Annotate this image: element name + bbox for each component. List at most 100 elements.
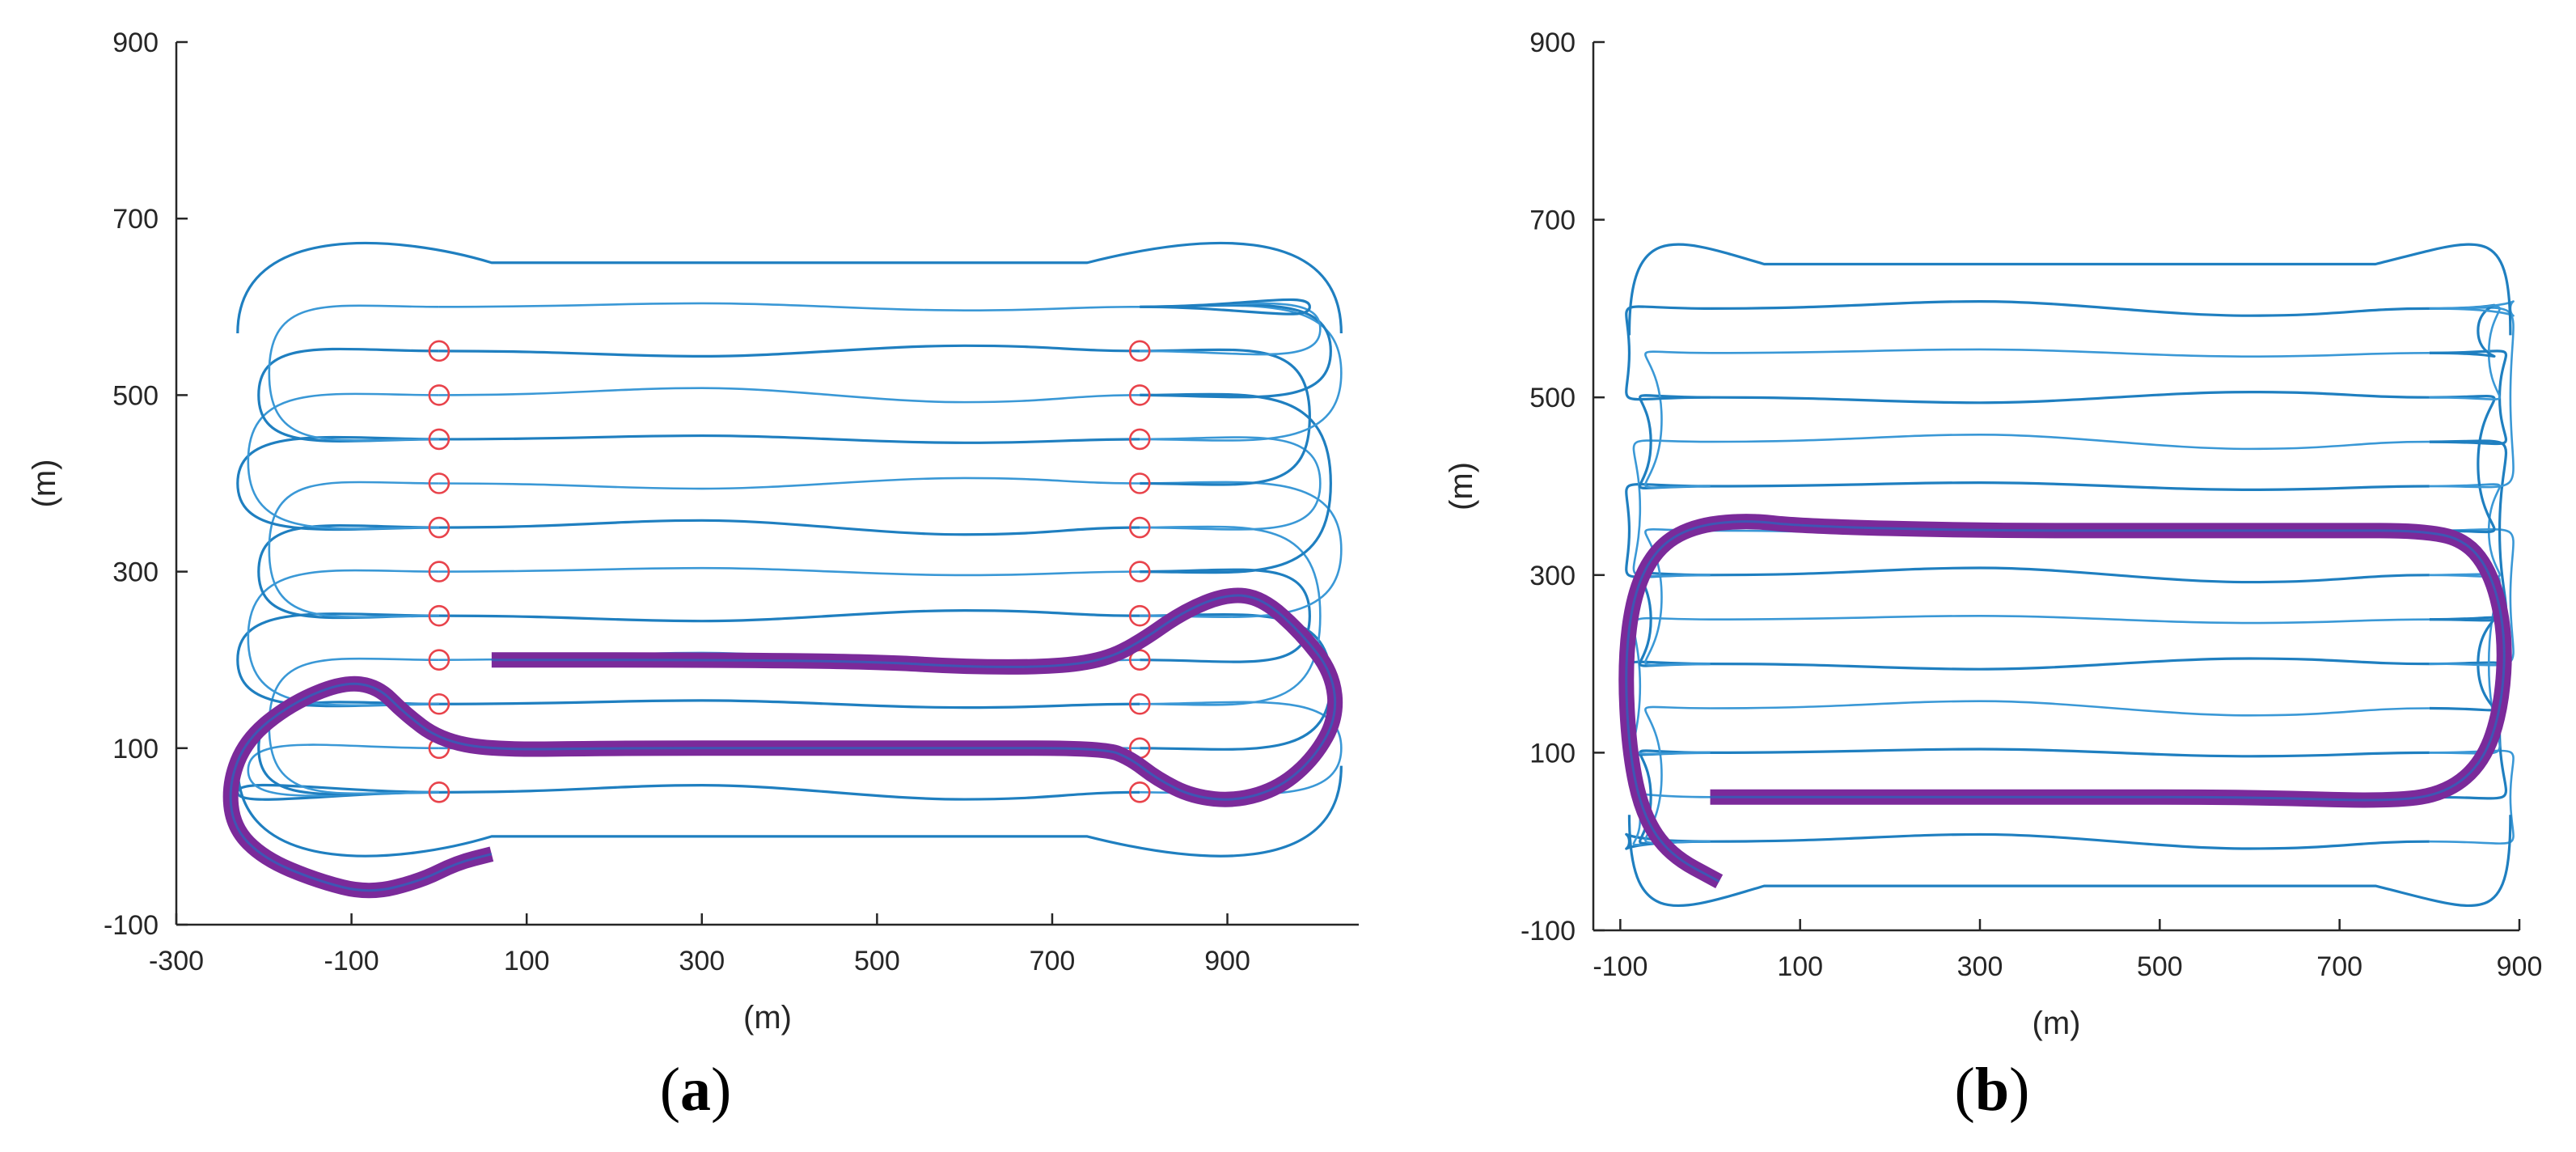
panel-b-envelope-bottom xyxy=(1627,815,2512,908)
panel-b-turn-loop-left xyxy=(1625,305,1711,401)
panel-b-survey-line xyxy=(1710,700,2430,717)
panel-a-waypoint-marker xyxy=(428,428,450,451)
panel-a-survey-line xyxy=(438,302,1140,311)
panel-a-survey-line xyxy=(438,519,1140,536)
panel-b-turn-loop-right xyxy=(2429,307,2515,489)
panel-a-survey-line xyxy=(438,784,1140,801)
panel-b-y-tick-label: 500 xyxy=(1529,383,1576,413)
panel-b-turn-loop-left xyxy=(1644,705,1711,845)
panel-b-turn-loop-right xyxy=(2429,439,2507,622)
panel-a-survey-line xyxy=(438,387,1140,404)
panel-a-waypoint-marker xyxy=(1128,384,1151,406)
panel-a-turn-loop-left xyxy=(268,481,439,619)
panel-a-turn-loop-right xyxy=(1140,481,1343,619)
panel-a-plot: -100 100 300 500 700 900 -300 -100 100 300 500 700 9… xyxy=(27,28,1359,1036)
panel-a-waypoint-marker xyxy=(428,649,450,671)
panel-b-y-label: (m) xyxy=(1444,462,1479,510)
panel-a-envelope-top xyxy=(236,241,1343,334)
panel-b-survey-line xyxy=(1710,615,2430,625)
panel-a-turn-loop-right xyxy=(1140,568,1311,663)
panel-a-survey-line xyxy=(438,609,1140,623)
panel-a-x-tick-label: 300 xyxy=(679,946,725,976)
panel-a-y-tick-label: 500 xyxy=(112,380,159,411)
panel-a-y-tick-label: 900 xyxy=(112,28,159,58)
panel-b-caption-letter: b xyxy=(1975,1056,2009,1124)
panel-b-turn-loop-right xyxy=(2429,749,2515,845)
panel-a-turn-loop-right xyxy=(1140,392,1332,574)
panel-a-waypoint-marker xyxy=(1128,428,1151,451)
panel-a-survey-line xyxy=(438,699,1140,709)
panel-b-survey-line xyxy=(1710,391,2430,404)
panel-a-x-label: (m) xyxy=(743,1000,792,1036)
panel-a-x-tick-label: -100 xyxy=(324,946,379,976)
panel-b-turn-loop-right xyxy=(2429,528,2515,667)
panel-b-x-tick-label: 300 xyxy=(1957,951,2003,982)
panel-a-waypoint-marker xyxy=(1128,692,1151,715)
panel-b-caption: (b) xyxy=(1955,1056,2030,1124)
panel-b-x-tick-label: -100 xyxy=(1593,951,1648,982)
panel-a-waypoint-marker xyxy=(428,340,450,362)
panel-b-survey-line xyxy=(1710,566,2430,584)
panel-a-turn-loop-left xyxy=(268,304,439,442)
panel-a-waypoint-marker xyxy=(1128,340,1151,362)
panel-a-waypoint-marker xyxy=(428,692,450,715)
panel-a-x-tick-label: 100 xyxy=(504,946,550,976)
panel-b-envelope-top xyxy=(1627,243,2512,336)
panel-a-turn-loop-left xyxy=(247,392,439,530)
panel-b-x-label: (m) xyxy=(2032,1006,2081,1041)
panel-a-x-tick-label: 500 xyxy=(854,946,900,976)
panel-b-x-tick-label: 700 xyxy=(2316,951,2362,982)
panel-a-waypoint-marker xyxy=(428,472,450,494)
panel-a-waypoint-marker xyxy=(1128,472,1151,494)
panel-a-turn-loop-right xyxy=(1140,525,1322,706)
panel-a-survey-line xyxy=(438,434,1140,444)
panel-a-highlighted-trajectory xyxy=(222,587,1343,899)
panel-b-y-tick-label: 100 xyxy=(1529,738,1576,769)
panel-b-turn-loop-right xyxy=(2429,303,2496,358)
panel-b-x-tick-label: 900 xyxy=(2497,951,2543,982)
panel-b-turn-loop-right xyxy=(2429,395,2496,534)
panel-b-survey-line xyxy=(1710,348,2430,358)
panel-a-waypoint-marker xyxy=(1128,781,1151,803)
panel-a-waypoint-marker xyxy=(1128,604,1151,627)
panel-b-turn-loop-left xyxy=(1632,616,1711,756)
panel-a-waypoint-marker xyxy=(428,516,450,539)
panel-a-x-tick-label: 900 xyxy=(1204,946,1250,976)
panel-a-waypoint-marker xyxy=(428,561,450,582)
panel-b-survey-line xyxy=(1710,748,2430,758)
panel-b-survey-line xyxy=(1710,300,2430,317)
panel-b-x-tick-label: 500 xyxy=(2137,951,2183,982)
panel-b-survey-line xyxy=(1710,657,2430,671)
panel-b-y-tick-label: 900 xyxy=(1529,28,1576,58)
panel-b-turn-loop-left xyxy=(1644,528,1711,667)
panel-a-x-tick-label: 700 xyxy=(1030,946,1076,976)
panel-b-highlighted-trajectory-core xyxy=(1625,520,2506,883)
panel-a-y-tick-label: 700 xyxy=(112,204,159,235)
panel-a-turn-loop-right xyxy=(1140,298,1311,316)
panel-b-y-tick-label: -100 xyxy=(1521,916,1576,947)
panel-a-y-tick-label: -100 xyxy=(104,910,159,941)
panel-a-waypoint-marker xyxy=(428,604,450,627)
panel-a-y-tick-label: 300 xyxy=(112,557,159,588)
panel-a-waypoint-marker xyxy=(428,384,450,406)
panel-b-y-tick-label: 300 xyxy=(1529,561,1576,591)
panel-a-waypoint-marker xyxy=(428,781,450,803)
panel-b-survey-line xyxy=(1710,434,2430,451)
panel-a-y-label: (m) xyxy=(27,460,62,508)
panel-a-survey-line xyxy=(438,566,1140,577)
panel-b-turn-loop-left xyxy=(1644,350,1711,489)
panel-a-caption-letter: a xyxy=(680,1056,711,1124)
panel-a-envelope-bottom xyxy=(236,765,1343,858)
panel-a-waypoint-marker xyxy=(1128,561,1151,582)
panel-b-survey-line xyxy=(1710,481,2430,491)
panel-b-survey-line xyxy=(1710,832,2430,850)
panel-b-x-tick-label: 100 xyxy=(1777,951,1823,982)
panel-a-turn-loop-left xyxy=(247,569,439,707)
panel-b-plot: -100 100 300 500 700 900 -100 100 300 500 700 900 (m… xyxy=(1444,28,2542,1041)
panel-a-turn-loop-right xyxy=(1140,348,1311,486)
panel-a-y-tick-label: 100 xyxy=(112,734,159,764)
panel-a-waypoint-marker xyxy=(1128,516,1151,539)
panel-a-highlighted-trajectory-core xyxy=(229,594,1337,892)
panel-a-x-tick-label: -300 xyxy=(149,946,204,976)
